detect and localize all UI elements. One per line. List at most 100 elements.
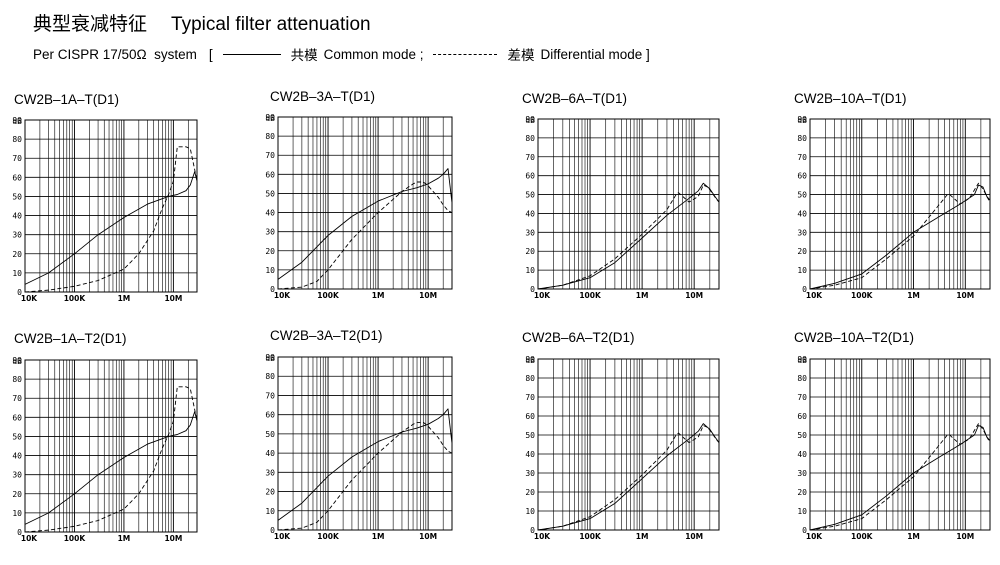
x-tick-label: 10K <box>806 291 823 300</box>
y-tick-label: 60 <box>265 170 275 179</box>
dashed-line-sample <box>433 53 498 55</box>
y-tick-label: 0 <box>270 285 275 294</box>
y-tick-label: 50 <box>525 191 535 200</box>
y-tick-label: 20 <box>797 247 807 256</box>
y-tick-label: 90 <box>12 356 22 365</box>
y-tick-label: 50 <box>265 430 275 439</box>
y-tick-label: 90 <box>525 355 535 364</box>
y-tick-label: 10 <box>525 266 535 275</box>
y-tick-label: 20 <box>525 488 535 497</box>
y-tick-label: 90 <box>525 115 535 124</box>
x-tick-label: 10K <box>534 532 551 541</box>
y-tick-label: 10 <box>12 509 22 518</box>
y-tick-label: 0 <box>17 288 22 297</box>
x-tick-label: 1M <box>118 294 131 303</box>
y-tick-label: 40 <box>797 450 807 459</box>
common-mode-line <box>277 168 453 280</box>
y-tick-label: 70 <box>797 153 807 162</box>
y-tick-label: 30 <box>265 228 275 237</box>
x-tick-label: 10M <box>164 294 182 303</box>
plot-frame <box>537 358 720 531</box>
y-tick-label: 20 <box>797 488 807 497</box>
y-axis-unit: dB <box>525 116 535 125</box>
chart-title: CW2B–6A–T(D1) <box>522 91 627 106</box>
y-tick-label: 30 <box>797 228 807 237</box>
x-tick-label: 10M <box>164 534 182 543</box>
x-tick-label: 10K <box>21 534 38 543</box>
y-tick-label: 60 <box>797 412 807 421</box>
y-tick-label: 90 <box>797 115 807 124</box>
plot-frame <box>24 359 198 533</box>
y-tick-label: 90 <box>265 353 275 362</box>
legend-line: Per CISPR 17/50Ω system [ 共模 Common mode… <box>33 44 650 65</box>
y-tick-label: 10 <box>797 507 807 516</box>
x-tick-label: 1M <box>636 291 649 300</box>
x-tick-label: 10K <box>274 291 291 300</box>
common-mode-line <box>277 408 453 521</box>
y-tick-label: 50 <box>12 192 22 201</box>
y-tick-label: 20 <box>265 488 275 497</box>
common-mode-en: Common mode ; <box>323 46 424 62</box>
y-tick-label: 30 <box>265 468 275 477</box>
y-tick-label: 90 <box>12 116 22 125</box>
y-tick-label: 70 <box>525 393 535 402</box>
x-tick-label: 10K <box>21 294 38 303</box>
chart-title: CW2B–1A–T2(D1) <box>14 331 127 346</box>
x-tick-label: 100K <box>64 534 87 543</box>
y-tick-label: 80 <box>265 372 275 381</box>
x-tick-label: 10M <box>956 532 974 541</box>
x-tick-label: 1M <box>118 534 131 543</box>
diff-mode-cn: 差模 <box>507 48 535 64</box>
y-tick-label: 70 <box>265 391 275 400</box>
y-tick-label: 50 <box>12 432 22 441</box>
x-tick-label: 100K <box>317 291 340 300</box>
title-en: Typical filter attenuation <box>171 14 371 35</box>
x-tick-label: 10K <box>534 291 551 300</box>
y-tick-label: 50 <box>265 189 275 198</box>
y-tick-label: 0 <box>270 526 275 535</box>
bracket-open: [ <box>208 46 213 62</box>
y-tick-label: 70 <box>12 154 22 163</box>
differential-mode-line <box>277 421 453 531</box>
x-tick-label: 100K <box>317 532 340 541</box>
y-axis-unit: dB <box>12 357 22 366</box>
y-tick-label: 10 <box>12 269 22 278</box>
x-tick-label: 10K <box>274 532 291 541</box>
differential-mode-line <box>537 184 720 290</box>
y-tick-label: 80 <box>12 135 22 144</box>
y-tick-label: 50 <box>525 431 535 440</box>
title-cn: 典型衰减特征 <box>33 13 148 35</box>
y-axis-unit: dB <box>265 354 275 363</box>
plot-frame <box>809 118 991 290</box>
y-tick-label: 80 <box>265 132 275 141</box>
x-tick-label: 10M <box>419 291 437 300</box>
y-tick-label: 90 <box>265 113 275 122</box>
common-mode-cn: 共模 <box>290 48 318 64</box>
x-tick-label: 10M <box>419 532 437 541</box>
y-tick-label: 30 <box>12 231 22 240</box>
y-tick-label: 80 <box>797 374 807 383</box>
plot-frame <box>537 118 720 290</box>
y-tick-label: 30 <box>525 228 535 237</box>
x-tick-label: 100K <box>64 294 87 303</box>
x-tick-label: 10M <box>685 532 703 541</box>
common-mode-line <box>537 423 720 531</box>
y-tick-label: 60 <box>265 411 275 420</box>
y-tick-label: 30 <box>525 469 535 478</box>
diff-mode-en: Differential mode ] <box>540 46 650 62</box>
y-axis-unit: dB <box>265 114 275 123</box>
y-tick-label: 70 <box>265 151 275 160</box>
y-tick-label: 70 <box>12 394 22 403</box>
y-tick-label: 0 <box>802 526 807 535</box>
y-tick-label: 40 <box>525 209 535 218</box>
x-tick-label: 100K <box>579 532 602 541</box>
x-tick-label: 100K <box>579 291 602 300</box>
chart-title: CW2B–1A–T(D1) <box>14 92 119 107</box>
y-axis-unit: dB <box>525 356 535 365</box>
y-tick-label: 80 <box>797 134 807 143</box>
y-tick-label: 40 <box>525 450 535 459</box>
